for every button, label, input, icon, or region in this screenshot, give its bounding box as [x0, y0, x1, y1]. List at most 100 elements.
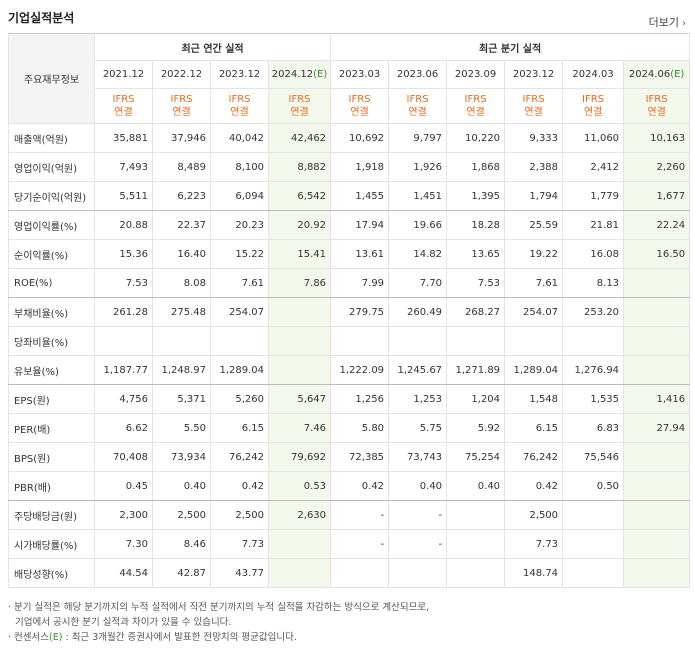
- table-cell: [623, 471, 691, 501]
- table-row: 부채비율(%) 261.28 275.48 254.07 279.75 260.49 268…: [8, 297, 691, 327]
- table-cell: 7.53: [446, 268, 506, 298]
- table-cell: 9,797: [388, 123, 448, 153]
- table-cell: 4,756: [94, 384, 153, 414]
- period-header: 2024.12(E): [267, 60, 332, 89]
- table-cell: [446, 500, 506, 530]
- table-cell: 1,794: [504, 181, 564, 211]
- table-cell: 0.40: [152, 471, 211, 501]
- table-cell: [267, 297, 332, 327]
- row-label: 주당배당금(원): [8, 500, 95, 530]
- table-cell: 1,187.77: [94, 355, 153, 385]
- row-label: 영업이익률(%): [8, 210, 95, 240]
- table-cell: 40,042: [210, 123, 269, 153]
- table-cell: [623, 558, 691, 588]
- table-row: BPS(원) 70,408 73,934 76,242 79,692 72,385 73,7…: [8, 442, 691, 472]
- table-cell: [446, 558, 506, 588]
- consolidated-text: 연결: [172, 107, 191, 118]
- quarter-header: 최근 분기 실적: [330, 33, 691, 61]
- table-cell: 8,489: [152, 152, 211, 182]
- table-cell: [267, 529, 332, 559]
- table-row: 순이익률(%) 15.36 16.40 15.22 15.41 13.61 14.82 13.…: [8, 239, 691, 269]
- consolidated-text: 연결: [350, 107, 369, 118]
- table-cell: 6.62: [94, 413, 153, 443]
- period-label: 2022.12: [160, 69, 203, 80]
- table-row: EPS(원) 4,756 5,371 5,260 5,647 1,256 1,253 1,20…: [8, 384, 691, 414]
- table-cell: 6,094: [210, 181, 269, 211]
- table-cell: 254.07: [504, 297, 564, 327]
- ifrs-label: IFRS 연결: [94, 88, 153, 124]
- more-label[interactable]: 더보기: [648, 16, 679, 29]
- table-cell: 17.94: [330, 210, 390, 240]
- ifrs-label: IFRS 연결: [504, 88, 564, 124]
- table-cell: -: [330, 500, 390, 530]
- ifrs-label: IFRS 연결: [267, 88, 332, 124]
- row-label: PBR(배): [8, 471, 95, 501]
- ifrs-text: IFRS: [288, 94, 311, 105]
- table-cell: 253.20: [562, 297, 625, 327]
- footnote-1: · 분기 실적은 해당 분기까지의 누적 실적에서 직전 분기까지의 누적 실적…: [8, 602, 430, 613]
- table-cell: [446, 529, 506, 559]
- table-cell: 0.40: [388, 471, 448, 501]
- table-cell: [210, 326, 269, 356]
- table-cell: 37,946: [152, 123, 211, 153]
- table-cell: 22.37: [152, 210, 211, 240]
- table-cell: [94, 326, 153, 356]
- table-cell: 0.53: [267, 471, 332, 501]
- period-header: 2024.03: [562, 60, 625, 89]
- table-cell: 1,868: [446, 152, 506, 182]
- table-cell: 73,934: [152, 442, 211, 472]
- table-cell: 7.73: [210, 529, 269, 559]
- table-cell: 1,918: [330, 152, 390, 182]
- consolidated-text: 연결: [408, 107, 427, 118]
- table-cell: 1,535: [562, 384, 625, 414]
- table-cell: 9,333: [504, 123, 564, 153]
- table-cell: 7.46: [267, 413, 332, 443]
- table-cell: 1,248.97: [152, 355, 211, 385]
- table-cell: 15.22: [210, 239, 269, 269]
- table-cell: 254.07: [210, 297, 269, 327]
- table-cell: 1,253: [388, 384, 448, 414]
- table-row: 영업이익률(%) 20.88 22.37 20.23 20.92 17.94 19.66 18…: [8, 210, 691, 240]
- table-cell: 0.42: [210, 471, 269, 501]
- row-label: BPS(원): [8, 442, 95, 472]
- table-cell: -: [388, 500, 448, 530]
- consolidated-text: 연결: [114, 107, 133, 118]
- table-cell: 1,289.04: [504, 355, 564, 385]
- table-cell: [446, 326, 506, 356]
- table-row: 매출액(억원) 35,881 37,946 40,042 42,462 10,692 9,7…: [8, 123, 691, 153]
- more-link[interactable]: 더보기 ›: [649, 14, 686, 30]
- period-header: 2023.09: [446, 60, 506, 89]
- table-cell: 18.28: [446, 210, 506, 240]
- table-cell: 6.83: [562, 413, 625, 443]
- row-label: 영업이익(억원): [8, 152, 95, 182]
- table-cell: 148.74: [504, 558, 564, 588]
- table-cell: [330, 558, 390, 588]
- estimate-marker: (E): [313, 69, 328, 80]
- table-cell: [267, 355, 332, 385]
- table-cell: [562, 500, 625, 530]
- table-cell: [623, 297, 691, 327]
- section-title: 기업실적분석: [8, 11, 75, 25]
- table-cell: 13.65: [446, 239, 506, 269]
- table-cell: 7.73: [504, 529, 564, 559]
- period-label: 2024.03: [572, 69, 614, 80]
- table-cell: 7.61: [210, 268, 269, 298]
- table-cell: 7.30: [94, 529, 153, 559]
- table-cell: 14.82: [388, 239, 448, 269]
- table-cell: 20.23: [210, 210, 269, 240]
- table-cell: 7.70: [388, 268, 448, 298]
- table-cell: 268.27: [446, 297, 506, 327]
- table-cell: 72,385: [330, 442, 390, 472]
- table-cell: 5.75: [388, 413, 448, 443]
- table-cell: 8,882: [267, 152, 332, 182]
- group-header-row: 주요재무정보 최근 연간 실적 최근 분기 실적: [8, 33, 691, 124]
- table-cell: 75,546: [562, 442, 625, 472]
- table-cell: 1,395: [446, 181, 506, 211]
- table-cell: 7.99: [330, 268, 390, 298]
- period-header: 2022.12: [152, 60, 211, 89]
- ifrs-row: IFRS 연결 IFRS 연결 IFRS 연결 IFRS 연결 IFRS 연결 IFRS 연결 IFRS…: [9, 88, 691, 124]
- table-cell: 13.61: [330, 239, 390, 269]
- table-cell: 7.61: [504, 268, 564, 298]
- table-cell: 15.41: [267, 239, 332, 269]
- table-cell: 8.08: [152, 268, 211, 298]
